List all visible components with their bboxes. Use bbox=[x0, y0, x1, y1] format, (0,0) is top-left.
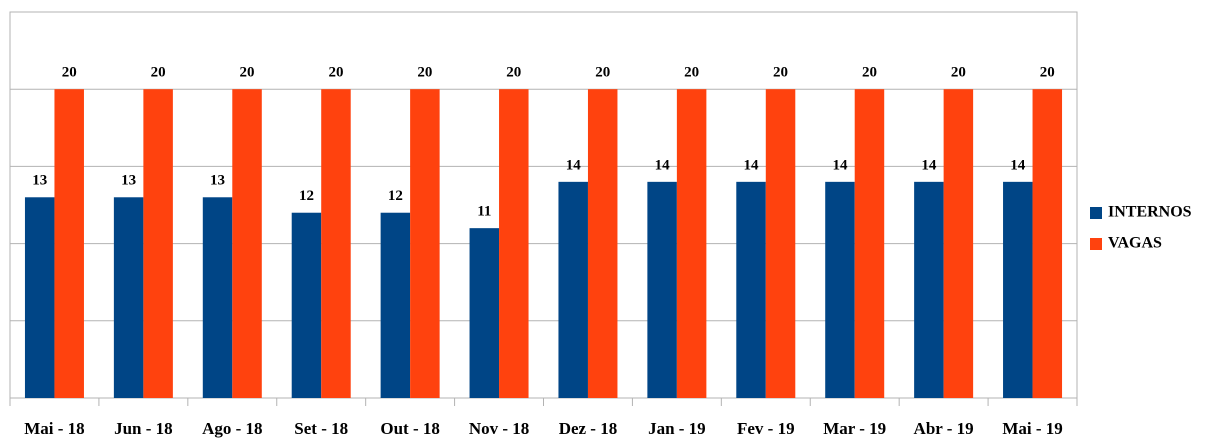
bar bbox=[587, 89, 618, 398]
data-label: 20 bbox=[862, 65, 877, 81]
bar bbox=[1003, 181, 1033, 398]
legend-label: INTERNOS bbox=[1108, 204, 1192, 221]
x-tick-label: Ago - 18 bbox=[202, 419, 262, 438]
data-label: 14 bbox=[744, 157, 760, 173]
data-label: 14 bbox=[1010, 157, 1026, 173]
x-tick-label: Fev - 19 bbox=[737, 419, 795, 438]
data-label: 20 bbox=[684, 65, 699, 81]
bar bbox=[469, 228, 500, 398]
bar bbox=[499, 89, 529, 398]
bar bbox=[321, 89, 351, 398]
bar bbox=[380, 212, 411, 398]
bar bbox=[202, 197, 233, 398]
x-tick-label: Dez - 18 bbox=[559, 419, 618, 438]
bar bbox=[143, 89, 173, 398]
bar bbox=[825, 181, 855, 398]
data-label: 20 bbox=[595, 65, 610, 81]
x-tick-label: Nov - 18 bbox=[469, 419, 529, 438]
data-label: 20 bbox=[417, 65, 432, 81]
bar bbox=[736, 181, 766, 398]
data-label: 13 bbox=[210, 173, 225, 189]
x-tick-label: Out - 18 bbox=[380, 419, 440, 438]
x-tick-label: Mai - 19 bbox=[1002, 419, 1062, 438]
bar bbox=[232, 89, 262, 398]
bar bbox=[914, 181, 944, 398]
data-label: 12 bbox=[388, 188, 403, 204]
data-label: 14 bbox=[921, 157, 937, 173]
bar bbox=[647, 181, 677, 398]
data-label: 14 bbox=[655, 157, 671, 173]
data-label: 20 bbox=[240, 65, 255, 81]
data-label: 14 bbox=[832, 157, 848, 173]
x-tick-label: Jan - 19 bbox=[648, 419, 706, 438]
data-label: 20 bbox=[506, 65, 521, 81]
bar bbox=[943, 89, 974, 398]
data-label: 20 bbox=[62, 65, 77, 81]
data-label: 11 bbox=[477, 204, 491, 220]
bar bbox=[54, 89, 84, 398]
x-tick-label: Jun - 18 bbox=[114, 419, 173, 438]
data-label: 20 bbox=[951, 65, 966, 81]
bar bbox=[410, 89, 440, 398]
data-label: 14 bbox=[566, 157, 582, 173]
x-tick-label: Set - 18 bbox=[294, 419, 348, 438]
bar bbox=[765, 89, 796, 398]
data-label: 20 bbox=[773, 65, 788, 81]
data-label: 12 bbox=[299, 188, 314, 204]
legend-swatch bbox=[1090, 207, 1102, 219]
data-label: 20 bbox=[151, 65, 166, 81]
data-label: 20 bbox=[328, 65, 343, 81]
bar bbox=[676, 89, 707, 398]
legend-swatch bbox=[1090, 238, 1102, 250]
legend-label: VAGAS bbox=[1108, 235, 1162, 252]
x-tick-label: Mar - 19 bbox=[823, 419, 886, 438]
x-tick-label: Abr - 19 bbox=[914, 419, 974, 438]
data-label: 20 bbox=[1040, 65, 1055, 81]
data-label: 13 bbox=[32, 173, 47, 189]
bar bbox=[558, 181, 588, 398]
data-label: 13 bbox=[121, 173, 136, 189]
bar bbox=[1032, 89, 1063, 398]
bar bbox=[291, 212, 322, 398]
bar bbox=[24, 197, 55, 398]
bar bbox=[854, 89, 885, 398]
bar bbox=[113, 197, 144, 398]
x-tick-label: Mai - 18 bbox=[24, 419, 84, 438]
